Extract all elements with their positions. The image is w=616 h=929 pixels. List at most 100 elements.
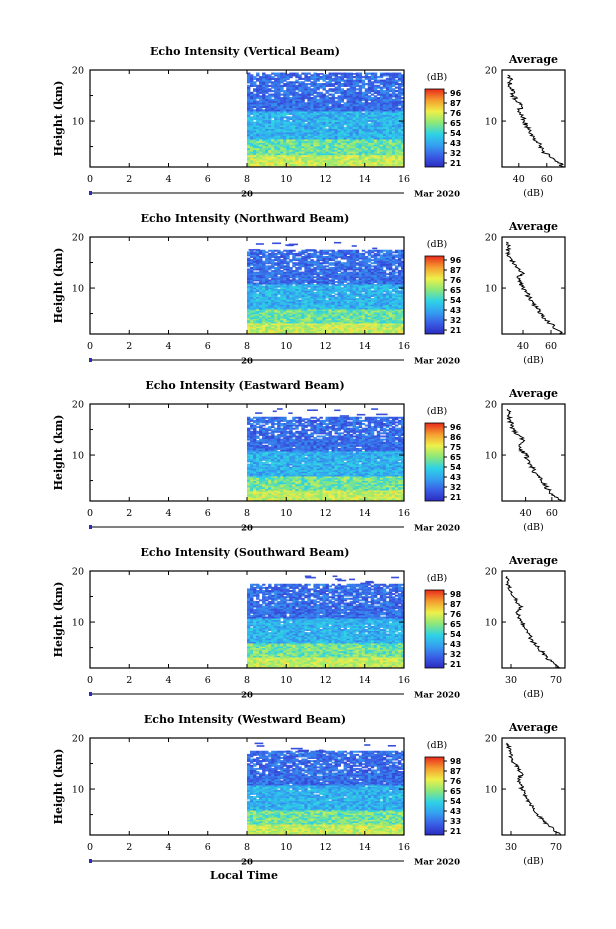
x-tick-label: 6	[205, 341, 211, 352]
profile-frame	[502, 404, 565, 501]
colorbar	[425, 256, 444, 334]
colorbar	[425, 423, 444, 501]
x-tick-label: 2	[126, 174, 132, 185]
colorbar	[425, 590, 444, 668]
x-tick-label: 14	[359, 174, 371, 185]
x-tick-label: 16	[398, 508, 410, 519]
colorbar-tick-label: 54	[450, 463, 462, 472]
x-tick-label: 12	[319, 842, 331, 853]
colorbar-tick-label: 76	[450, 276, 462, 285]
profile-y-tick-label: 10	[485, 117, 497, 128]
profile-frame	[502, 237, 565, 334]
colorbar-unit: (dB)	[427, 573, 447, 584]
colorbar-tick-label: 54	[450, 797, 462, 806]
profile-x-tick-label: 60	[541, 174, 553, 185]
y-tick-label: 20	[72, 400, 84, 411]
x-tick-label: 2	[126, 842, 132, 853]
x-tick-label: 4	[165, 842, 171, 853]
date-axis-marker	[89, 692, 92, 696]
colorbar-tick-label: 43	[450, 306, 461, 315]
colorbar-tick-label: 21	[450, 827, 462, 836]
colorbar-tick-label: 87	[450, 99, 461, 108]
x-tick-label: 0	[87, 508, 93, 519]
profile-title: Average	[508, 554, 558, 567]
colorbar-tick-label: 43	[450, 139, 461, 148]
profile-y-tick-label: 20	[485, 567, 497, 578]
x-tick-label: 16	[398, 341, 410, 352]
profile-y-tick-label: 10	[485, 284, 497, 295]
profile-x-tick-label: 40	[513, 174, 525, 185]
colorbar-tick-label: 21	[450, 493, 462, 502]
profile-title: Average	[508, 53, 558, 66]
x-tick-label: 8	[244, 341, 250, 352]
y-tick-label: 10	[72, 117, 84, 128]
x-tick-label: 4	[165, 174, 171, 185]
x-tick-label: 16	[398, 174, 410, 185]
profile-x-tick-label: 70	[550, 842, 562, 853]
echo-panel-3: Echo Intensity (Southward Beam)0 2 4 6 8 10 12…	[52, 546, 565, 701]
colorbar-tick-label: 21	[450, 159, 462, 168]
colorbar-tick-label: 65	[450, 453, 462, 462]
y-tick-label: 20	[72, 233, 84, 244]
profile-x-tick-label: 60	[546, 508, 558, 519]
y-axis-label: Height (km)	[52, 81, 65, 157]
y-tick-label: 10	[72, 618, 84, 629]
date-axis-marker	[89, 859, 92, 863]
x-tick-label: 2	[126, 508, 132, 519]
x-tick-label: 12	[319, 341, 331, 352]
profile-title: Average	[508, 220, 558, 233]
colorbar-tick-label: 65	[450, 620, 462, 629]
colorbar-tick-label: 96	[450, 256, 462, 265]
colorbar-unit: (dB)	[427, 239, 447, 250]
colorbar-tick-label: 54	[450, 129, 462, 138]
x-tick-label: 16	[398, 675, 410, 686]
date-day-label: 20	[241, 190, 253, 200]
profile-x-tick-label: 40	[517, 341, 529, 352]
x-tick-label: 12	[319, 508, 331, 519]
colorbar-tick-label: 65	[450, 286, 462, 295]
date-month-label: Mar 2020	[414, 691, 460, 701]
x-tick-label: 14	[359, 675, 371, 686]
profile-y-tick-label: 10	[485, 451, 497, 462]
profile-x-label: (dB)	[523, 856, 543, 867]
date-month-label: Mar 2020	[414, 858, 460, 868]
radar-echo-figure: Echo Intensity (Vertical Beam)0 2 4 6 8 10 12 1…	[0, 0, 616, 929]
echo-panel-2: Echo Intensity (Eastward Beam)0 2 4 6 8 10 12 1…	[52, 379, 565, 534]
colorbar-tick-label: 54	[450, 296, 462, 305]
x-tick-label: 14	[359, 508, 371, 519]
y-tick-label: 10	[72, 284, 84, 295]
colorbar-tick-label: 86	[450, 433, 462, 442]
x-tick-label: 6	[205, 174, 211, 185]
y-tick-label: 20	[72, 734, 84, 745]
colorbar-tick-label: 76	[450, 777, 462, 786]
date-day-label: 20	[241, 691, 253, 701]
heatmap-cells	[247, 743, 404, 836]
colorbar-tick-label: 87	[450, 600, 461, 609]
date-axis-marker	[89, 358, 92, 362]
colorbar-tick-label: 98	[450, 757, 462, 766]
colorbar-tick-label: 76	[450, 610, 462, 619]
colorbar	[425, 757, 444, 835]
y-axis-label: Height (km)	[52, 415, 65, 491]
y-tick-label: 20	[72, 66, 84, 77]
x-tick-label: 0	[87, 174, 93, 185]
x-tick-label: 8	[244, 508, 250, 519]
profile-line	[506, 242, 562, 334]
x-tick-label: 10	[280, 341, 292, 352]
y-axis-label: Height (km)	[52, 749, 65, 825]
x-tick-label: 10	[280, 508, 292, 519]
echo-panel-0: Echo Intensity (Vertical Beam)0 2 4 6 8 10 12 1…	[52, 45, 565, 200]
x-tick-label: 0	[87, 842, 93, 853]
colorbar-tick-label: 76	[450, 109, 462, 118]
profile-x-label: (dB)	[523, 522, 543, 533]
colorbar-tick-label: 21	[450, 660, 462, 669]
profile-line	[507, 409, 561, 501]
colorbar-unit: (dB)	[427, 72, 447, 83]
colorbar-tick-label: 96	[450, 423, 462, 432]
heatmap-cells	[247, 242, 404, 335]
y-tick-label: 10	[72, 451, 84, 462]
x-tick-label: 4	[165, 508, 171, 519]
x-tick-label: 12	[319, 675, 331, 686]
colorbar-tick-label: 33	[450, 817, 461, 826]
x-tick-label: 0	[87, 675, 93, 686]
